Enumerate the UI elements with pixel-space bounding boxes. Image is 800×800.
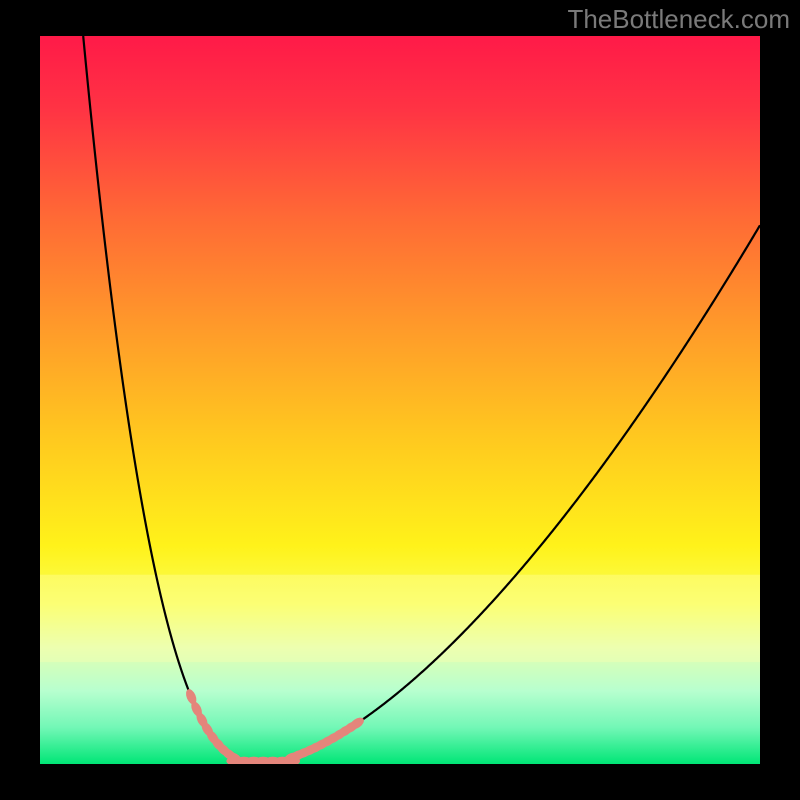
- chart-container: TheBottleneck.com: [0, 0, 800, 800]
- chart-svg: [0, 0, 800, 800]
- watermark-text: TheBottleneck.com: [567, 4, 790, 35]
- highlight-band: [40, 575, 760, 662]
